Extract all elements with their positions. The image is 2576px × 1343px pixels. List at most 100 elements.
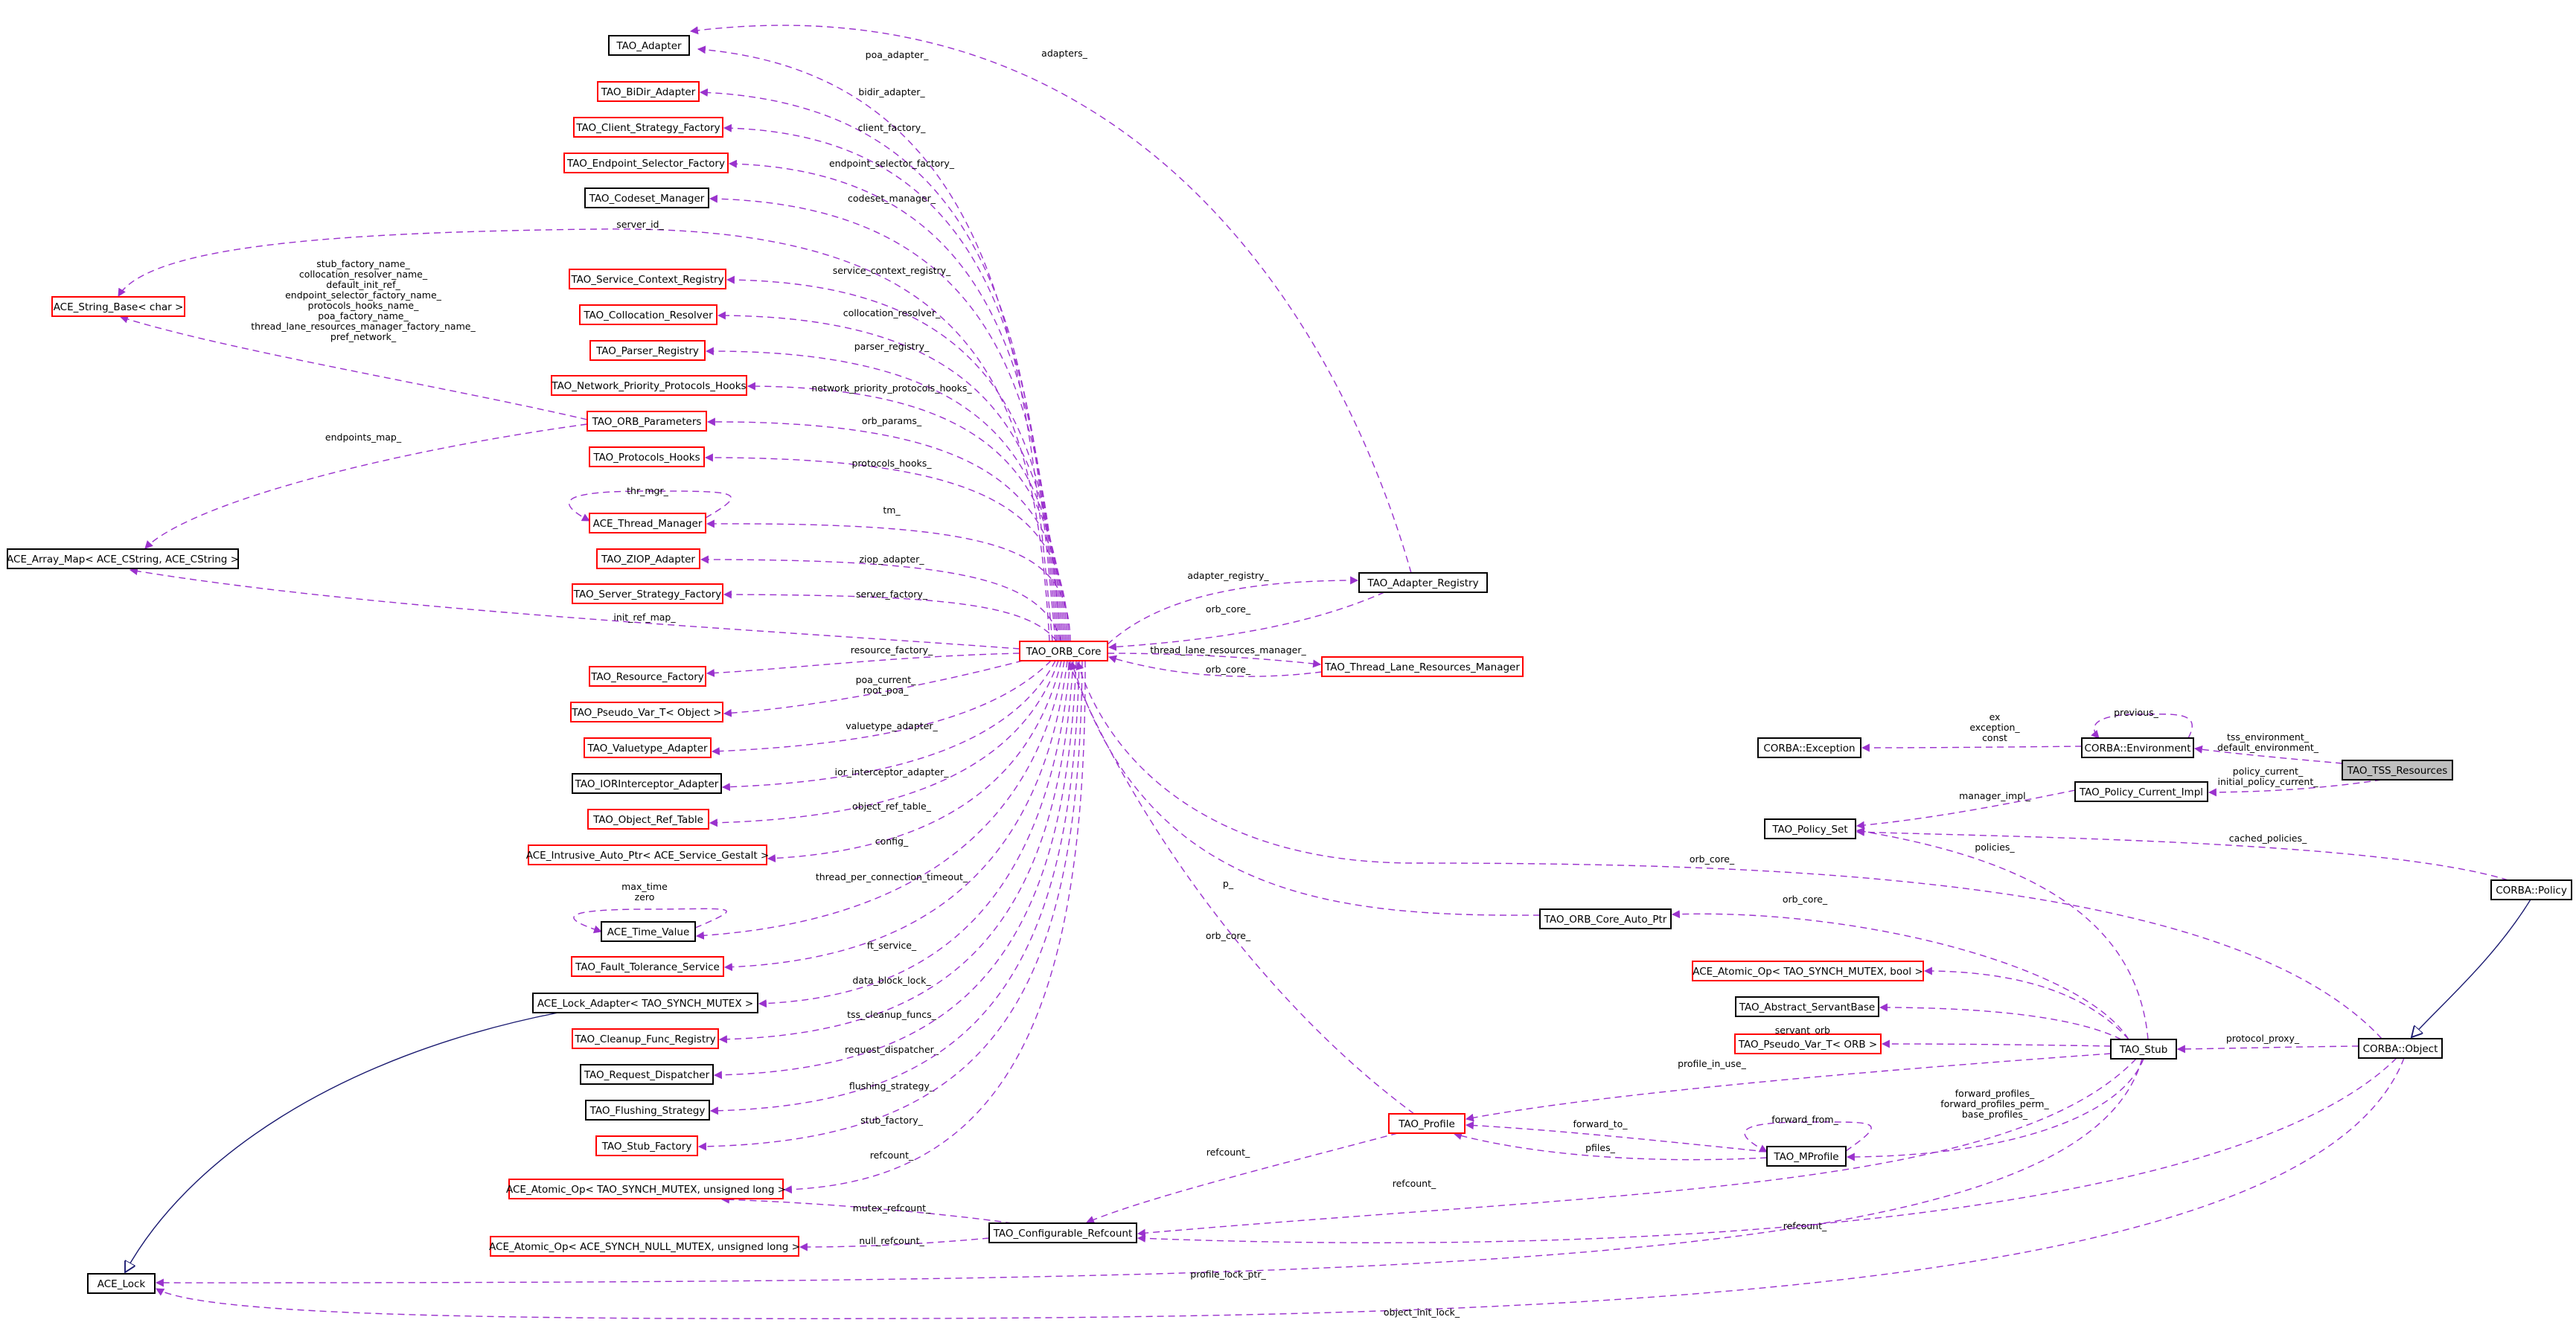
node-tao-iorinterceptor-adapter[interactable]: TAO_IORInterceptor_Adapter <box>572 773 722 794</box>
node-box[interactable] <box>572 583 723 604</box>
node-corba-exception[interactable]: CORBA::Exception <box>1757 737 1861 758</box>
node-tao-thread-lane-resources-manager[interactable]: TAO_Thread_Lane_Resources_Manager <box>1321 656 1524 677</box>
node-tao-bidir-adapter[interactable]: TAO_BiDir_Adapter <box>597 81 700 102</box>
node-tao-orb-core[interactable]: TAO_ORB_Core <box>1019 641 1108 661</box>
node-ace-atomic-op-null[interactable]: ACE_Atomic_Op< ACE_SYNCH_NULL_MUTEX, uns… <box>489 1236 800 1257</box>
node-box[interactable] <box>572 773 722 794</box>
node-ace-atomic-op-bool[interactable]: ACE_Atomic_Op< TAO_SYNCH_MUTEX, bool > <box>1692 961 1924 981</box>
node-tao-profile[interactable]: TAO_Profile <box>1388 1113 1466 1134</box>
node-tao-object-ref-table[interactable]: TAO_Object_Ref_Table <box>587 809 709 830</box>
node-ace-string-base[interactable]: ACE_String_Base< char > <box>51 296 185 317</box>
node-corba-environment[interactable]: CORBA::Environment <box>2081 737 2194 758</box>
node-tao-pseudo-var-t-orb[interactable]: TAO_Pseudo_Var_T< ORB > <box>1734 1033 1882 1054</box>
node-tao-policy-set[interactable]: TAO_Policy_Set <box>1764 818 1856 839</box>
node-ace-time-value[interactable]: ACE_Time_Value <box>601 921 696 942</box>
node-tao-adapter[interactable]: TAO_Adapter <box>608 35 690 56</box>
node-box[interactable] <box>1757 737 1861 758</box>
node-box[interactable] <box>51 296 185 317</box>
node-tao-ziop-adapter[interactable]: TAO_ZIOP_Adapter <box>596 548 700 569</box>
node-box[interactable] <box>1764 818 1856 839</box>
node-tao-network-priority-protocols-hooks[interactable]: TAO_Network_Priority_Protocols_Hooks <box>551 375 747 396</box>
node-box[interactable] <box>580 1064 714 1085</box>
node-box[interactable] <box>1692 961 1924 981</box>
node-tao-client-strategy-factory[interactable]: TAO_Client_Strategy_Factory <box>573 117 723 138</box>
node-box[interactable] <box>1321 656 1524 677</box>
node-box[interactable] <box>87 1273 156 1294</box>
node-box[interactable] <box>2342 760 2453 781</box>
node-box[interactable] <box>597 81 700 102</box>
node-tao-resource-factory[interactable]: TAO_Resource_Factory <box>589 666 706 687</box>
node-tao-adapter-registry[interactable]: TAO_Adapter_Registry <box>1358 572 1488 593</box>
node-tao-mprofile[interactable]: TAO_MProfile <box>1766 1146 1847 1167</box>
node-box[interactable] <box>1735 996 1879 1017</box>
node-box[interactable] <box>595 1135 698 1156</box>
node-box[interactable] <box>589 446 705 467</box>
node-box[interactable] <box>572 1028 719 1049</box>
node-box[interactable] <box>573 117 723 138</box>
node-tao-endpoint-selector-factory[interactable]: TAO_Endpoint_Selector_Factory <box>563 153 729 173</box>
node-box[interactable] <box>584 737 712 758</box>
node-tao-parser-registry[interactable]: TAO_Parser_Registry <box>589 340 706 361</box>
node-box[interactable] <box>988 1222 1137 1243</box>
node-ace-thread-manager[interactable]: ACE_Thread_Manager <box>589 513 706 533</box>
node-box[interactable] <box>1358 572 1488 593</box>
node-box[interactable] <box>528 844 767 865</box>
node-box[interactable] <box>2081 737 2194 758</box>
node-box[interactable] <box>1734 1033 1882 1054</box>
node-box[interactable] <box>563 153 729 173</box>
node-box[interactable] <box>601 921 696 942</box>
node-box[interactable] <box>589 666 706 687</box>
node-box[interactable] <box>2358 1038 2443 1059</box>
node-tao-tss-resources[interactable]: TAO_TSS_Resources <box>2342 760 2453 781</box>
node-box[interactable] <box>1539 908 1672 929</box>
node-ace-atomic-op-ulong[interactable]: ACE_Atomic_Op< TAO_SYNCH_MUTEX, unsigned… <box>506 1179 786 1199</box>
node-box[interactable] <box>569 269 726 289</box>
node-tao-stub-factory[interactable]: TAO_Stub_Factory <box>595 1135 698 1156</box>
node-box[interactable] <box>1388 1113 1466 1134</box>
node-box[interactable] <box>579 304 717 325</box>
node-tao-protocols-hooks[interactable]: TAO_Protocols_Hooks <box>589 446 705 467</box>
node-box[interactable] <box>608 35 690 56</box>
node-tao-flushing-strategy[interactable]: TAO_Flushing_Strategy <box>585 1100 710 1121</box>
node-tao-codeset-manager[interactable]: TAO_Codeset_Manager <box>584 187 709 208</box>
node-box[interactable] <box>2074 781 2208 802</box>
node-box[interactable] <box>589 340 706 361</box>
node-tao-pseudo-var-t-object[interactable]: TAO_Pseudo_Var_T< Object > <box>570 702 723 722</box>
node-ace-lock-adapter[interactable]: ACE_Lock_Adapter< TAO_SYNCH_MUTEX > <box>532 993 758 1013</box>
node-tao-request-dispatcher[interactable]: TAO_Request_Dispatcher <box>580 1064 714 1085</box>
node-tao-fault-tolerance-service[interactable]: TAO_Fault_Tolerance_Service <box>571 956 724 977</box>
node-corba-object[interactable]: CORBA::Object <box>2358 1038 2443 1059</box>
node-box[interactable] <box>571 956 724 977</box>
node-tao-server-strategy-factory[interactable]: TAO_Server_Strategy_Factory <box>572 583 723 604</box>
node-tao-orb-parameters[interactable]: TAO_ORB_Parameters <box>587 411 707 432</box>
node-box[interactable] <box>508 1179 784 1199</box>
node-tao-policy-current-impl[interactable]: TAO_Policy_Current_Impl <box>2074 781 2208 802</box>
node-tao-cleanup-func-registry[interactable]: TAO_Cleanup_Func_Registry <box>572 1028 719 1049</box>
node-box[interactable] <box>589 513 706 533</box>
node-box[interactable] <box>587 809 709 830</box>
node-ace-intrusive-auto-ptr[interactable]: ACE_Intrusive_Auto_Ptr< ACE_Service_Gest… <box>526 844 770 865</box>
node-box[interactable] <box>490 1236 799 1257</box>
node-tao-stub[interactable]: TAO_Stub <box>2110 1039 2177 1060</box>
node-box[interactable] <box>596 548 700 569</box>
node-tao-collocation-resolver[interactable]: TAO_Collocation_Resolver <box>579 304 717 325</box>
node-box[interactable] <box>584 187 709 208</box>
node-box[interactable] <box>7 548 239 569</box>
node-tao-orb-core-auto-ptr[interactable]: TAO_ORB_Core_Auto_Ptr <box>1539 908 1672 929</box>
node-ace-array-map[interactable]: ACE_Array_Map< ACE_CString, ACE_CString … <box>7 548 239 569</box>
node-box[interactable] <box>570 702 723 722</box>
node-box[interactable] <box>587 411 707 432</box>
node-tao-valuetype-adapter[interactable]: TAO_Valuetype_Adapter <box>584 737 712 758</box>
node-tao-abstract-servantbase[interactable]: TAO_Abstract_ServantBase <box>1735 996 1879 1017</box>
node-box[interactable] <box>2110 1039 2177 1060</box>
node-tao-service-context-registry[interactable]: TAO_Service_Context_Registry <box>569 269 726 289</box>
node-box[interactable] <box>551 375 747 396</box>
node-box[interactable] <box>1019 641 1108 661</box>
node-box[interactable] <box>1766 1146 1847 1167</box>
node-tao-configurable-refcount[interactable]: TAO_Configurable_Refcount <box>988 1222 1137 1243</box>
node-corba-policy[interactable]: CORBA::Policy <box>2490 879 2572 900</box>
node-ace-lock[interactable]: ACE_Lock <box>87 1273 156 1294</box>
node-box[interactable] <box>532 993 758 1013</box>
node-box[interactable] <box>585 1100 710 1121</box>
node-box[interactable] <box>2490 879 2572 900</box>
